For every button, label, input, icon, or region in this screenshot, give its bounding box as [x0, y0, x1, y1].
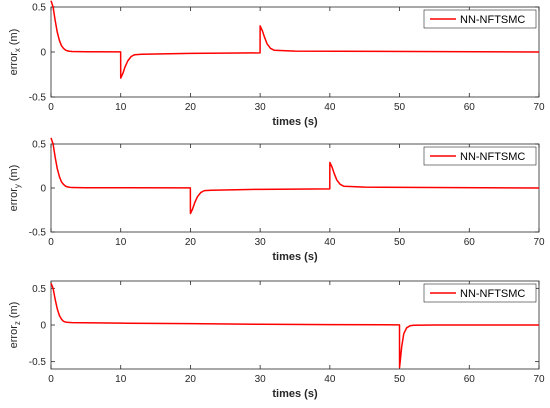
x-tick-label: 50: [394, 102, 406, 113]
legend: NN-NFTSMC: [423, 9, 537, 29]
x-tick-label: 70: [533, 237, 545, 248]
x-tick-label: 20: [185, 374, 197, 385]
legend-label: NN-NFTSMC: [460, 288, 525, 300]
y-tick-label: 0.5: [32, 284, 46, 295]
legend-box: [423, 146, 537, 166]
x-tick-label: 0: [48, 374, 54, 385]
x-tick-label: 0: [48, 237, 54, 248]
x-tick-label: 70: [533, 102, 545, 113]
x-tick-label: 40: [324, 237, 336, 248]
y-axis-label-subscript: z: [13, 321, 22, 325]
y-axis-label-subscript: y: [13, 184, 22, 188]
x-tick-label: 60: [464, 102, 476, 113]
y-tick-label: 0: [40, 48, 46, 59]
x-tick-label: 30: [255, 237, 267, 248]
x-tick-label: 40: [324, 102, 336, 113]
y-axis-label-unit: (m): [8, 29, 20, 46]
x-tick-label: 30: [255, 374, 267, 385]
y-axis-label-unit: (m): [8, 302, 20, 319]
y-tick-label: 0: [40, 321, 46, 332]
y-tick-label: -0.5: [29, 228, 47, 239]
legend-label: NN-NFTSMC: [460, 14, 525, 26]
y-tick-label: -0.5: [29, 357, 47, 368]
y-axis-label-subscript: x: [13, 48, 22, 52]
series-line-1: [50, 0, 540, 79]
x-tick-label: 40: [324, 374, 336, 385]
y-axis-label-main: error: [8, 325, 20, 349]
x-axis-label: times (s): [272, 388, 318, 400]
y-axis-label: errorx (m): [8, 29, 22, 76]
y-axis-label-main: error: [8, 52, 20, 76]
legend-box: [423, 283, 537, 303]
x-tick-label: 60: [464, 374, 476, 385]
x-tick-label: 10: [115, 237, 127, 248]
x-tick-label: 50: [394, 374, 406, 385]
legend-box: [423, 9, 537, 29]
series-line-1: [50, 282, 539, 369]
y-axis-label-unit: (m): [8, 165, 20, 182]
x-tick-label: 50: [394, 237, 406, 248]
y-tick-label: 0.5: [32, 140, 46, 151]
x-tick-label: 30: [255, 102, 267, 113]
series-line-1: [50, 137, 540, 215]
legend: NN-NFTSMC: [423, 146, 537, 166]
legend: NN-NFTSMC: [423, 283, 537, 303]
y-axis-label-main: error: [8, 188, 20, 212]
x-axis-label: times (s): [272, 116, 318, 128]
y-tick-label: 0: [40, 184, 46, 195]
x-tick-label: 10: [115, 102, 127, 113]
legend-label: NN-NFTSMC: [460, 151, 525, 163]
x-tick-label: 70: [533, 374, 545, 385]
y-axis-label: errorz (m): [8, 302, 22, 349]
x-axis-label: times (s): [272, 251, 318, 263]
y-axis-label: errory (m): [8, 165, 22, 212]
x-tick-label: 20: [185, 237, 197, 248]
x-tick-label: 10: [115, 374, 127, 385]
x-tick-label: 60: [464, 237, 476, 248]
x-tick-label: 0: [48, 102, 54, 113]
y-tick-label: -0.5: [29, 93, 47, 104]
x-tick-label: 20: [185, 102, 197, 113]
y-tick-label: 0.5: [32, 3, 46, 14]
